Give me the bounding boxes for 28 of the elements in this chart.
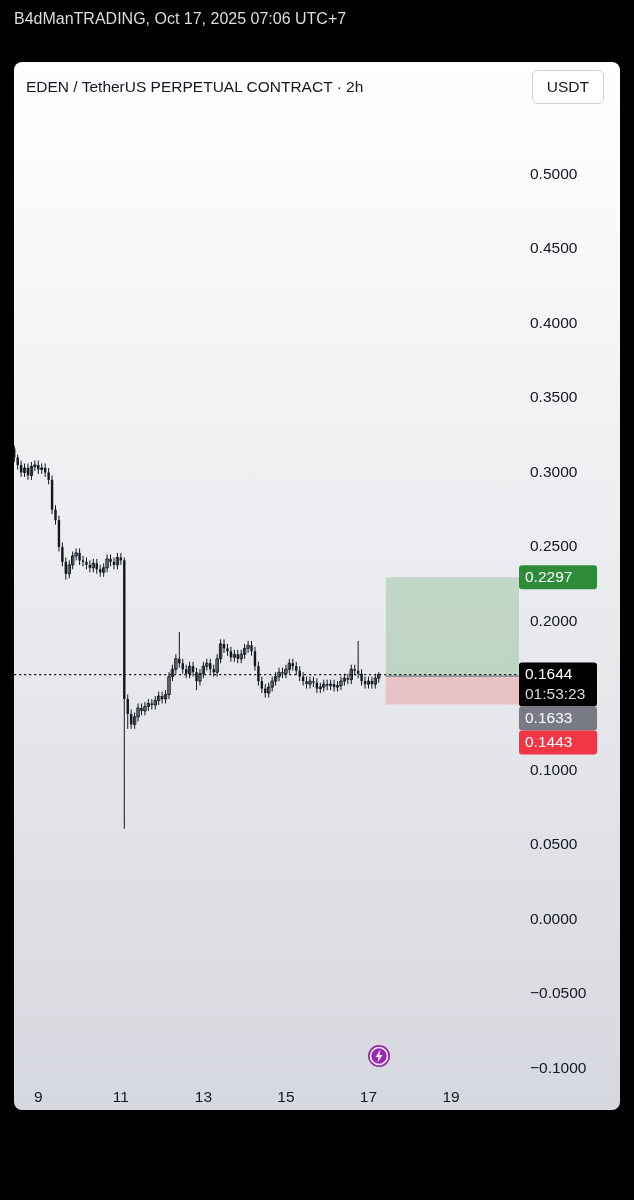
y-tick-label: 0.0500 <box>530 835 578 853</box>
text: USDT <box>531 70 604 104</box>
y-tick-label: 0.3500 <box>530 388 578 406</box>
y-tick-label: −0.0500 <box>530 984 587 1002</box>
y-tick-label: 0.5000 <box>530 164 578 182</box>
band-label: 0.2297 <box>525 567 573 585</box>
y-tick-label: 0.3000 <box>530 462 578 480</box>
y-tick-label: 0.1000 <box>530 760 578 778</box>
band-label: 0.1443 <box>525 732 573 750</box>
text: B4dManTRADING, Oct 17, 2025 07:06 UTC+7 <box>14 10 347 28</box>
x-tick-label: 13 <box>194 1088 213 1106</box>
y-tick-label: 0.0000 <box>530 909 578 927</box>
chart-title: EDEN / TetherUS PERPETUAL CONTRACT · 2h <box>26 78 364 96</box>
y-tick-label: 0.2500 <box>530 537 578 555</box>
x-tick-label: 19 <box>442 1088 460 1106</box>
y-tick-label: 0.2000 <box>530 611 578 629</box>
x-tick-label: 15 <box>277 1088 295 1106</box>
candlestick <box>81 555 85 567</box>
ref-line-label: 0.1633 <box>525 708 573 726</box>
x-tick-label: 9 <box>34 1088 43 1106</box>
text: 01:53:23 <box>525 684 586 702</box>
ref-line-label: 0.1644 <box>525 664 573 682</box>
x-tick-label: 17 <box>359 1088 378 1106</box>
y-tick-label: 0.4000 <box>530 313 578 331</box>
x-tick-label: 11 <box>112 1088 129 1106</box>
y-tick-label: 0.4500 <box>530 239 578 257</box>
y-tick-label: −0.1000 <box>530 1058 587 1076</box>
candlestick <box>105 553 109 573</box>
